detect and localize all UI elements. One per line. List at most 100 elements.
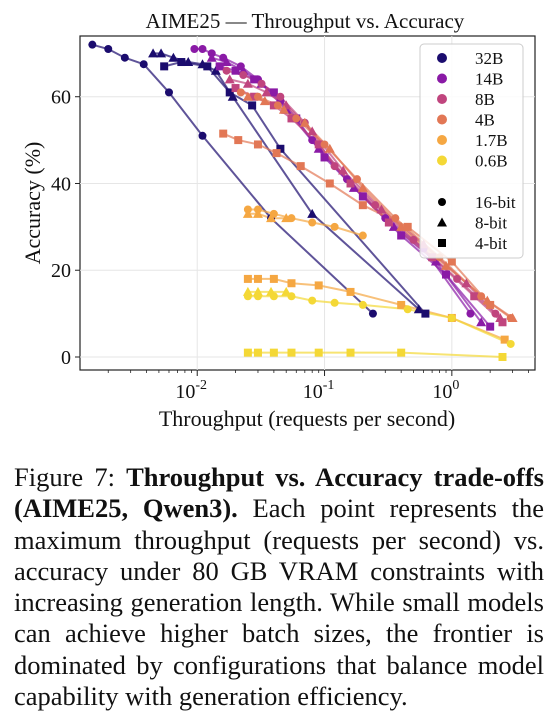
data-point [409,235,418,244]
data-point [498,352,507,361]
data-point [308,218,317,227]
data-point [338,165,349,175]
data-point [330,222,339,231]
data-point [358,300,367,309]
data-point [299,117,310,127]
data-point [324,143,335,153]
data-point [506,339,515,348]
data-point [272,149,281,158]
data-point [447,313,456,322]
legend-label: 4-bit [475,234,507,253]
legend-marker [438,239,446,247]
data-point [139,60,148,69]
data-point [453,274,462,283]
data-point [261,87,272,97]
data-point [500,335,509,344]
data-point [236,88,245,97]
data-point [388,221,399,231]
data-point [491,309,500,318]
data-point [231,84,240,93]
data-point [466,309,475,318]
data-point [250,75,259,84]
data-point [281,286,292,296]
data-point [330,298,339,307]
data-point [307,208,318,218]
data-point [253,274,262,283]
data-point [476,317,487,327]
data-point [396,221,407,231]
data-point [239,71,248,80]
data-point [160,62,169,71]
data-point [273,101,282,110]
legend-marker [437,155,447,166]
data-point [234,136,243,145]
throughput-accuracy-chart: AIME25 — Throughput vs. Accuracy 0 20 40 60… [20,9,536,431]
data-point [358,201,367,210]
data-point [242,286,253,296]
data-point [190,45,199,54]
legend-label: 8-bit [475,214,507,233]
data-point [314,281,323,290]
data-point [259,96,270,106]
data-point [203,62,212,71]
data-point [353,175,362,184]
data-point [376,204,387,214]
caption-bold: Throughput vs. Accuracy trade-offs (AIME… [14,462,544,524]
caption-label: Figure 7: [14,462,115,492]
data-point [222,66,231,75]
data-point [442,270,451,279]
chart-title: AIME25 — Throughput vs. Accuracy [146,9,465,33]
data-point [253,92,262,101]
legend-label: 4B [475,111,495,130]
data-point [257,79,266,88]
data-point [242,208,253,218]
data-point [287,279,296,288]
data-point [384,218,393,227]
data-point [253,348,262,357]
series-markers [88,40,518,361]
legend-label: 1.7B [475,131,508,150]
data-point [120,53,129,62]
legend-marker [437,53,447,63]
data-point [391,214,400,223]
legend-label: 0.6B [475,152,508,171]
data-point [403,222,412,231]
data-point [320,153,329,162]
legend-marker [437,135,447,145]
data-point [441,260,452,270]
data-point [104,45,113,54]
data-point [243,274,252,283]
data-point [88,40,97,49]
data-point [397,300,406,309]
data-point [198,131,207,140]
data-point [296,162,305,171]
data-point [486,300,495,309]
data-point [252,208,263,218]
data-point [357,182,368,192]
data-point [314,348,323,357]
data-point [248,101,257,110]
data-point [287,114,296,123]
legend-marker [437,114,447,125]
data-point [183,57,194,67]
data-point [358,192,367,201]
x-tick-label: 10-1 [303,378,335,403]
x-tick-label: 10-2 [175,378,207,403]
data-point [413,304,424,314]
data-point [276,144,285,153]
data-point [330,162,339,171]
data-point [198,45,207,54]
data-point [148,48,159,58]
x-tick-label: 100 [432,378,459,403]
data-point [168,52,179,62]
data-point [486,322,495,331]
data-point [206,52,217,62]
data-point [308,296,317,305]
data-point [447,257,456,266]
legend-marker [437,73,447,84]
legend-label: 8B [475,90,495,109]
data-point [346,287,355,296]
data-point [292,114,301,123]
data-point [397,231,406,240]
series-line [247,295,512,345]
